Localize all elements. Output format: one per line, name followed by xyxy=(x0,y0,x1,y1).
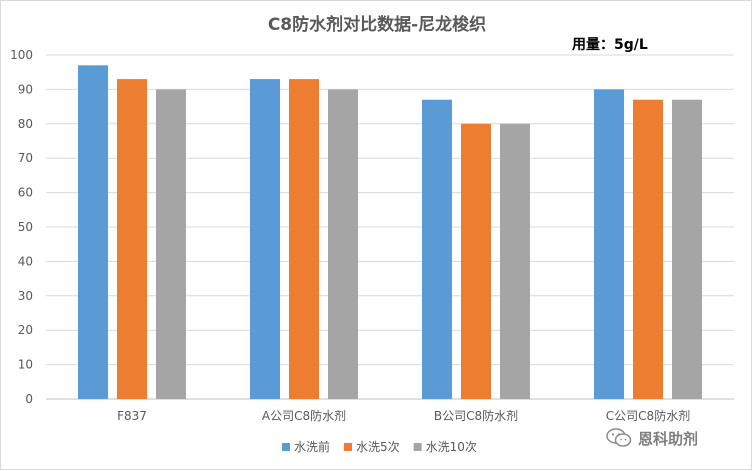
legend-label: 水洗10次 xyxy=(426,440,477,454)
bar xyxy=(250,79,280,399)
x-tick-label: A公司C8防水剂 xyxy=(262,408,346,423)
bar xyxy=(117,79,147,399)
y-tick-label: 70 xyxy=(18,151,33,165)
y-tick-label: 90 xyxy=(18,82,33,96)
wechat-icon xyxy=(606,428,632,447)
bar xyxy=(500,123,530,400)
x-tick-label: C公司C8防水剂 xyxy=(606,408,690,423)
x-tick-label: F837 xyxy=(117,409,147,423)
legend-swatch xyxy=(282,443,290,451)
bar xyxy=(289,79,319,399)
bar xyxy=(594,89,624,400)
legend-swatch xyxy=(344,443,353,451)
x-tick-label: B公司C8防水剂 xyxy=(434,408,518,423)
bar xyxy=(422,99,452,399)
bar xyxy=(461,123,491,400)
y-tick-label: 0 xyxy=(25,392,33,406)
legend-label: 水洗5次 xyxy=(356,440,400,454)
chart-title: C8防水剂对比数据-尼龙梭织 xyxy=(267,15,487,35)
bar xyxy=(672,99,702,399)
y-tick-label: 40 xyxy=(18,254,33,268)
dosage-annotation: 用量：5g/L xyxy=(572,37,648,53)
bar xyxy=(328,89,358,400)
y-tick-label: 100 xyxy=(10,48,33,62)
y-tick-label: 20 xyxy=(18,323,33,337)
y-tick-label: 30 xyxy=(18,289,33,303)
watermark: 恩科助剂 xyxy=(606,427,698,449)
bar xyxy=(78,65,108,399)
bar xyxy=(156,89,186,400)
y-tick-label: 60 xyxy=(18,186,33,200)
y-tick-label: 50 xyxy=(18,220,33,234)
y-tick-label: 80 xyxy=(18,117,33,131)
legend-swatch xyxy=(413,443,422,451)
y-tick-label: 10 xyxy=(18,358,33,372)
bar xyxy=(633,99,663,399)
watermark-text: 恩科助剂 xyxy=(638,429,699,448)
legend-label: 水洗前 xyxy=(294,439,330,454)
